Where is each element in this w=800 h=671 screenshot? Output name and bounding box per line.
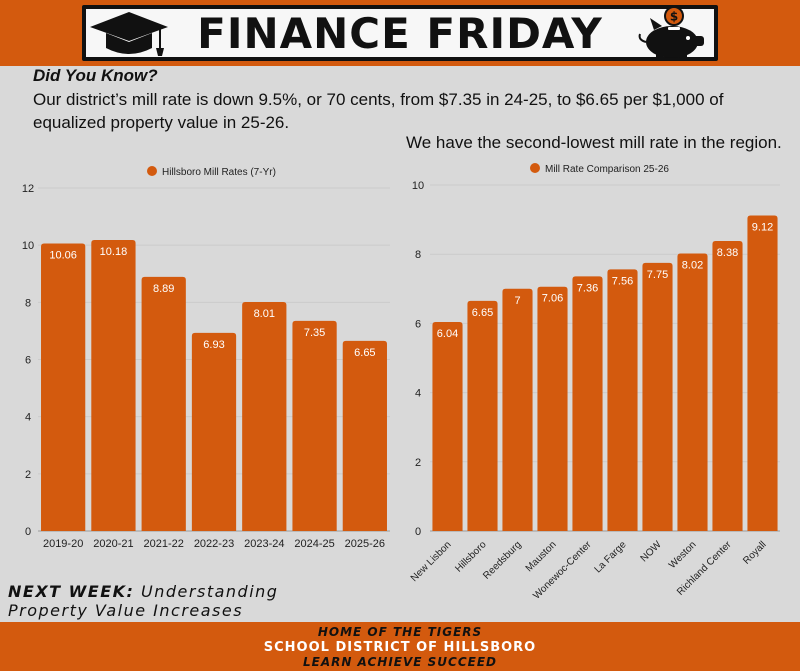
y-tick-label: 8: [25, 297, 31, 309]
x-tick-label: 2025-26: [345, 538, 385, 550]
data-label: 8.38: [717, 247, 738, 259]
next-week-label: NEXT WEEK:: [8, 582, 135, 601]
data-label: 9.12: [752, 221, 773, 233]
y-tick-label: 6: [415, 318, 421, 330]
region-note: We have the second-lowest mill rate in t…: [406, 133, 782, 152]
x-tick-label: 2024-25: [294, 538, 334, 550]
y-tick-label: 12: [22, 183, 34, 195]
bar: [712, 241, 743, 531]
footer-band: HOME OF THE TIGERS SCHOOL DISTRICT OF HI…: [0, 622, 800, 671]
bar: [432, 322, 463, 531]
data-label: 7.06: [542, 293, 563, 305]
bar: [642, 262, 673, 531]
graduation-cap-icon: [90, 12, 168, 56]
next-week-note: NEXT WEEK: Understanding Property Value …: [8, 582, 278, 620]
x-tick-label: Reedsburg: [481, 539, 523, 581]
legend-label: Hillsboro Mill Rates (7-Yr): [162, 167, 276, 178]
svg-text:$: $: [670, 10, 678, 24]
y-tick-label: 10: [412, 180, 424, 192]
did-you-know-heading: Did You Know?: [33, 66, 158, 85]
hillsboro-mill-rates-chart: Hillsboro Mill Rates (7-Yr) 0 2 4 6 8 10 12 10.0…: [22, 166, 390, 550]
footer-slogan: LEARN ACHIEVE SUCCEED: [302, 655, 498, 669]
bar: [41, 243, 86, 531]
bar: [91, 240, 136, 531]
footer-district: SCHOOL DISTRICT OF HILLSBORO: [263, 640, 537, 655]
y-tick-label: 10: [22, 240, 34, 252]
data-label: 7.36: [577, 282, 598, 294]
data-label: 8.89: [153, 283, 174, 295]
data-label: 10.06: [49, 249, 77, 261]
bar: [677, 253, 708, 531]
x-tick-label: NOW: [639, 539, 664, 564]
bar: [292, 320, 337, 531]
y-tick-label: 2: [25, 469, 31, 481]
bar: [141, 276, 186, 531]
legend-marker: [530, 163, 540, 173]
y-tick-label: 0: [25, 526, 31, 538]
data-label: 10.18: [100, 246, 128, 258]
bar: [537, 286, 568, 531]
data-label: 8.02: [682, 260, 703, 272]
legend-label: Mill Rate Comparison 25-26: [545, 164, 669, 175]
bar: [191, 332, 237, 531]
y-tick-label: 6: [25, 355, 31, 367]
next-week-topic-line1: Understanding: [141, 582, 279, 601]
data-label: 7.56: [612, 275, 633, 287]
data-label: 6.93: [203, 339, 224, 351]
bar: [747, 215, 778, 531]
data-label: 7.35: [304, 327, 325, 339]
x-tick-label: Hillsboro: [453, 539, 489, 575]
x-tick-label: 2020-21: [93, 538, 133, 550]
piggy-bank-icon: $: [638, 6, 704, 61]
bar: [502, 288, 533, 531]
data-label: 8.01: [254, 308, 275, 320]
data-label: 6.65: [472, 307, 493, 319]
x-tick-label: Mauston: [524, 539, 559, 574]
y-tick-label: 4: [25, 412, 31, 424]
x-tick-label: 2022-23: [194, 538, 234, 550]
bar: [242, 302, 287, 531]
bar: [467, 300, 498, 531]
bar: [572, 276, 603, 531]
x-tick-label: 2023-24: [244, 538, 284, 550]
bar: [607, 269, 638, 531]
y-tick-label: 4: [415, 388, 421, 400]
page-title: FINANCE FRIDAY: [197, 9, 603, 58]
y-tick-label: 2: [415, 457, 421, 469]
y-tick-label: 8: [415, 249, 421, 261]
legend-marker: [147, 166, 157, 176]
mill-rate-fact: Our district’s mill rate is down 9.5%, o…: [33, 90, 724, 132]
y-tick-label: 0: [415, 526, 421, 538]
x-tick-label: Royall: [741, 539, 768, 566]
footer-motto: HOME OF THE TIGERS: [317, 625, 483, 639]
data-label: 7.75: [647, 269, 668, 281]
x-tick-label: Weston: [667, 539, 699, 571]
mill-rate-comparison-chart: Mill Rate Comparison 25-26 0 2 4 6 8 10 6.04 New…: [409, 163, 780, 600]
data-label: 6.65: [354, 347, 375, 359]
x-tick-label: 2019-20: [43, 538, 83, 550]
title-banner: FINANCE FRIDAY: [82, 5, 718, 61]
bar: [342, 340, 387, 531]
next-week-topic-line2: Property Value Increases: [8, 601, 244, 620]
data-label: 7: [514, 295, 520, 307]
x-tick-label: 2021-22: [144, 538, 184, 550]
x-tick-label: La Farge: [593, 539, 629, 575]
data-label: 6.04: [437, 328, 458, 340]
x-tick-label: New Lisbon: [409, 539, 454, 584]
